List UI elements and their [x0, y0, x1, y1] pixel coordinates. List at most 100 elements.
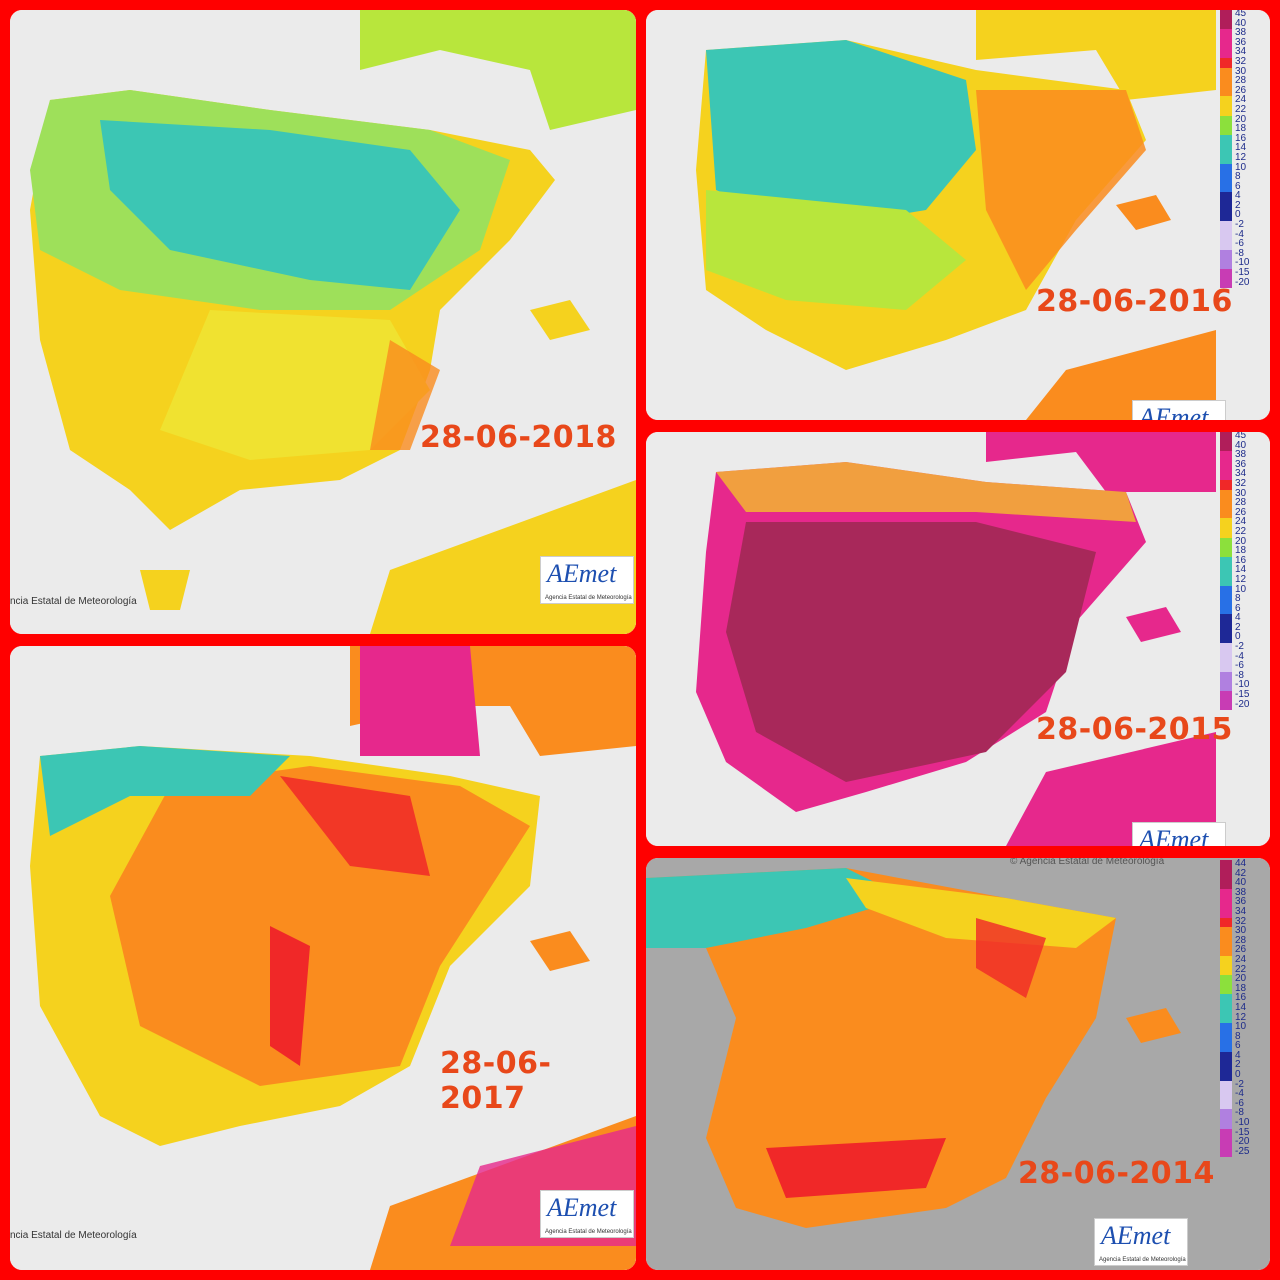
legend-label: -2	[1235, 219, 1244, 231]
legend-swatch	[1220, 182, 1232, 193]
legend-row: 6	[1220, 181, 1260, 193]
legend-label: 16	[1235, 554, 1247, 566]
legend-label: -25	[1235, 1145, 1250, 1157]
temperature-map-2014	[646, 858, 1270, 1270]
map-panel-2014: © Agencia Estatal de Meteorología 28-06-…	[646, 858, 1270, 1270]
legend-row: 36	[1220, 36, 1260, 49]
legend-label: 18	[1235, 545, 1247, 557]
legend-row: -15	[1220, 267, 1260, 279]
legend-swatch	[1220, 499, 1232, 509]
legend-swatch	[1220, 965, 1232, 976]
aemet-logo: AEmet	[1132, 400, 1226, 420]
legend-row: -10	[1220, 257, 1260, 270]
legend-swatch	[1220, 1051, 1232, 1062]
legend-swatch	[1220, 1032, 1232, 1043]
legend-label: 18	[1235, 123, 1247, 135]
legend-label: 12	[1235, 151, 1247, 163]
legend-swatch	[1220, 927, 1232, 937]
legend-row: 20	[1220, 973, 1260, 985]
legend-label: 28	[1235, 934, 1247, 946]
legend-label: 28	[1235, 75, 1247, 87]
legend-label: 10	[1235, 1021, 1247, 1033]
legend-swatch	[1220, 662, 1232, 672]
legend-swatch	[1220, 48, 1232, 58]
legend-row: -20	[1220, 699, 1260, 711]
legend-row: -2	[1220, 641, 1260, 653]
legend-row: 6	[1220, 602, 1260, 615]
legend-swatch	[1220, 96, 1232, 106]
legend-label: 8	[1235, 1030, 1241, 1042]
legend-label: 36	[1235, 896, 1247, 908]
legend-swatch	[1220, 1128, 1232, 1139]
date-label: 28-06-2018	[420, 420, 617, 455]
legend-row: 26	[1220, 944, 1260, 956]
legend-label: 6	[1235, 1040, 1241, 1052]
legend-row: 38	[1220, 27, 1260, 39]
legend-label: -10	[1235, 679, 1250, 691]
legend-swatch	[1220, 67, 1232, 78]
aemet-logo: AEmet Agencia Estatal de Meteorología	[1094, 1218, 1188, 1266]
legend-label: 14	[1235, 1001, 1247, 1013]
legend-row: 10	[1220, 1021, 1260, 1033]
date-label: 28-06-2014	[1018, 1156, 1215, 1191]
legend-swatch	[1220, 907, 1232, 918]
legend-row: 44	[1220, 858, 1260, 870]
legend-row: 22	[1220, 964, 1260, 976]
legend-swatch	[1220, 441, 1232, 452]
legend-swatch	[1220, 163, 1232, 174]
legend-label: 2	[1235, 1059, 1241, 1071]
legend-swatch	[1220, 527, 1232, 538]
legend-row: 18	[1220, 123, 1260, 135]
legend-swatch	[1220, 211, 1232, 222]
legend-row: 12	[1220, 151, 1260, 164]
legend-row: -2	[1220, 219, 1260, 231]
legend-label: 8	[1235, 171, 1241, 183]
legend-label: 22	[1235, 525, 1247, 537]
temperature-map-2017	[10, 646, 636, 1270]
legend-swatch	[1220, 955, 1232, 966]
legend-row: 12	[1220, 574, 1260, 586]
aemet-logo-subtitle: Agencia Estatal de Meteorología	[545, 1229, 632, 1235]
legend-label: 26	[1235, 84, 1247, 96]
temperature-legend: 44 42 40 38 36 34 32 30 28 26 24 22 20 18 16 14 12 10 8 6 4 2…	[1220, 858, 1260, 1158]
legend-label: 26	[1235, 506, 1247, 518]
legend-row: 8	[1220, 593, 1260, 605]
legend-row: 4	[1220, 1050, 1260, 1062]
legend-label: -6	[1235, 660, 1244, 672]
legend-row: 45	[1220, 10, 1260, 20]
aemet-logo-subtitle: Agencia Estatal de Meteorología	[545, 595, 632, 601]
legend-swatch	[1220, 547, 1232, 557]
legend-row: 34	[1220, 906, 1260, 918]
legend-swatch	[1220, 1119, 1232, 1129]
legend-swatch	[1220, 623, 1232, 634]
legend-row: -10	[1220, 1117, 1260, 1129]
legend-label: 28	[1235, 497, 1247, 509]
date-label: 28-06-2017	[440, 1046, 552, 1116]
legend-row: 14	[1220, 1001, 1260, 1014]
date-label: 28-06-2015	[1036, 712, 1233, 747]
legend-row: -20	[1220, 277, 1260, 289]
legend-swatch	[1220, 1147, 1232, 1158]
legend-label: -10	[1235, 257, 1250, 269]
legend-row: 10	[1220, 583, 1260, 596]
legend-label: -2	[1235, 1078, 1244, 1090]
legend-row: 24	[1220, 954, 1260, 966]
legend-row: 6	[1220, 1040, 1260, 1052]
legend-label: 36	[1235, 36, 1247, 48]
legend-row: 4	[1220, 612, 1260, 624]
legend-label: 10	[1235, 583, 1247, 595]
legend-row: -15	[1220, 1127, 1260, 1139]
legend-swatch	[1220, 643, 1232, 653]
legend-swatch	[1220, 489, 1232, 500]
legend-swatch	[1220, 1090, 1232, 1100]
legend-swatch	[1220, 671, 1232, 682]
legend-row: -10	[1220, 679, 1260, 692]
aemet-logo-mark: AEmet	[547, 559, 617, 588]
legend-row: 45	[1220, 432, 1260, 442]
legend-label: 6	[1235, 602, 1241, 614]
legend-row: 16	[1220, 554, 1260, 567]
legend-label: 0	[1235, 209, 1241, 221]
legend-label: -10	[1235, 1117, 1250, 1129]
legend-swatch	[1220, 29, 1232, 39]
legend-row: 32	[1220, 478, 1260, 490]
